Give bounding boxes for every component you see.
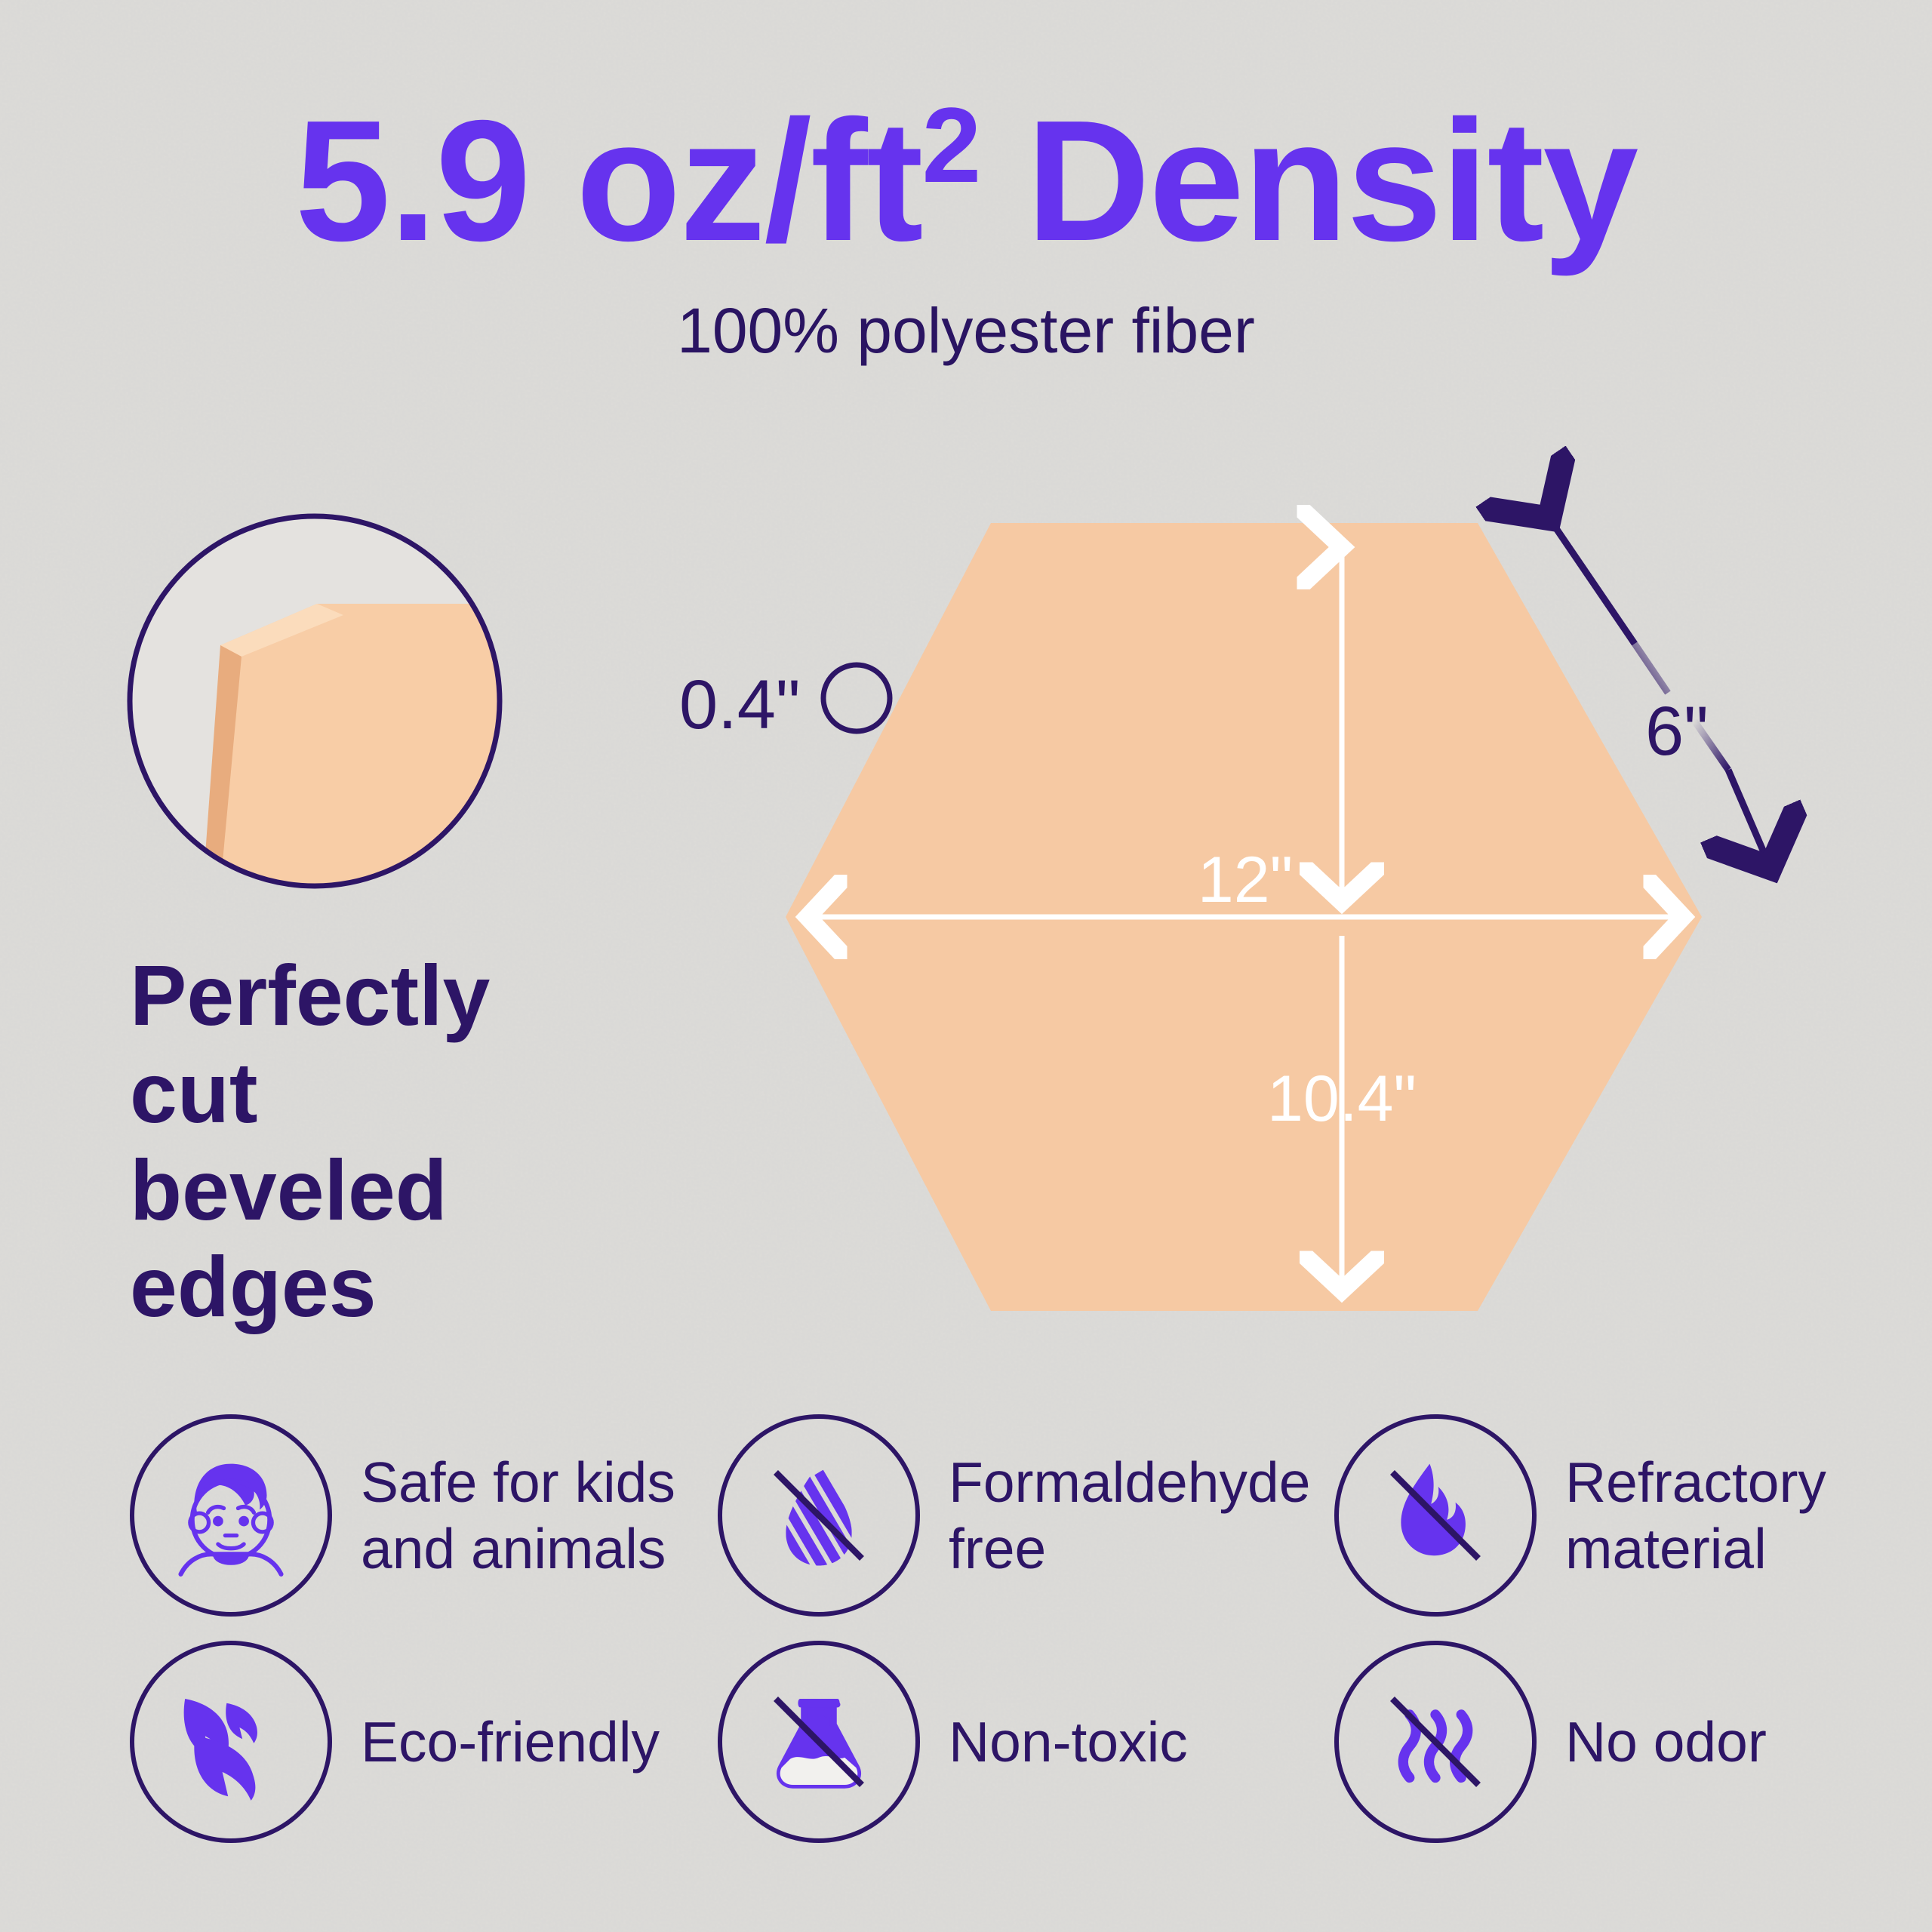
svg-text:12": 12"	[1198, 844, 1293, 916]
svg-text:10.4": 10.4"	[1267, 1063, 1417, 1135]
svg-text:0.4": 0.4"	[679, 666, 801, 743]
